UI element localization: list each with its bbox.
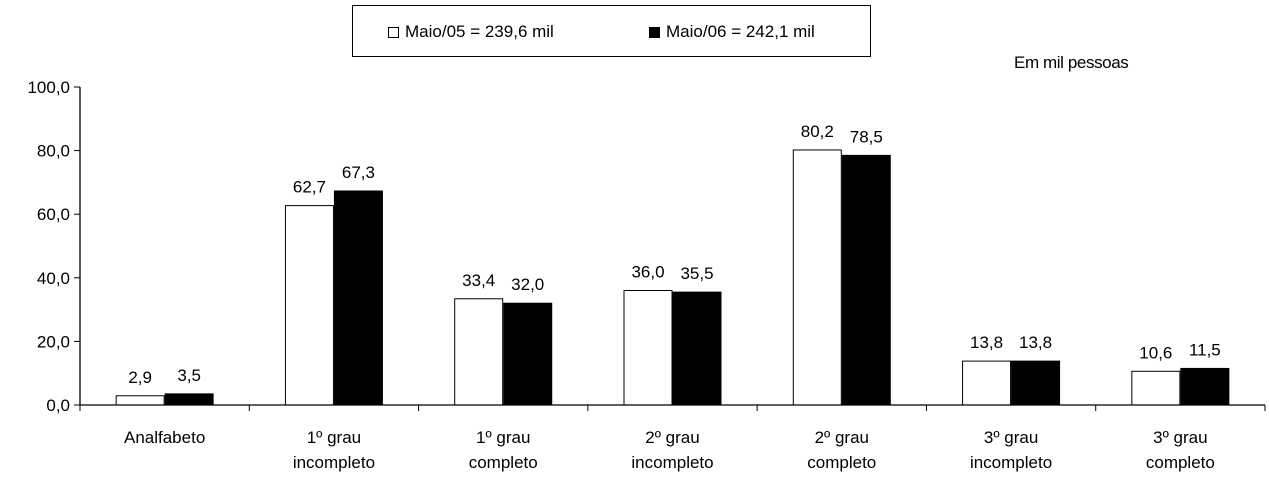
data-label-s1-c0: 3,5: [177, 366, 201, 385]
bar-s0-c0: [115, 395, 165, 406]
x-tick-label-c3-l1: incompleto: [631, 453, 713, 472]
x-tick-label-c5-l0: 3º grau: [984, 428, 1038, 447]
x-tick-label-c4-l0: 2º grau: [815, 428, 869, 447]
y-tick-label-0: 0,0: [46, 396, 70, 415]
bar-s1-c0: [164, 393, 214, 406]
bar-s1-c4: [841, 154, 891, 406]
legend-item-maio-05: Maio/05 = 239,6 mil: [388, 22, 554, 42]
legend-item-maio-06: Maio/06 = 242,1 mil: [649, 22, 815, 42]
data-label-s1-c2: 32,0: [511, 275, 544, 294]
x-tick-label-c4-l1: completo: [807, 453, 876, 472]
data-label-s0-c6: 10,6: [1139, 343, 1172, 362]
data-label-s0-c3: 36,0: [631, 263, 664, 282]
data-label-s0-c4: 80,2: [801, 122, 834, 141]
y-tick-label-4: 80,0: [37, 142, 70, 161]
x-tick-label-c1-l1: incompleto: [293, 453, 375, 472]
data-label-s1-c3: 35,5: [680, 264, 713, 283]
bar-s1-c5: [1011, 360, 1061, 406]
data-label-s1-c5: 13,8: [1019, 333, 1052, 352]
data-label-s1-c4: 78,5: [850, 127, 883, 146]
legend-swatch-maio-06: [649, 26, 660, 38]
x-tick-label-c2-l0: 1º grau: [476, 428, 530, 447]
x-tick-label-c5-l1: incompleto: [970, 453, 1052, 472]
legend: Maio/05 = 239,6 mil Maio/06 = 242,1 mil: [352, 5, 871, 57]
bar-s0-c2: [454, 298, 504, 406]
data-label-s0-c5: 13,8: [970, 333, 1003, 352]
bar-s0-c6: [1131, 370, 1181, 406]
y-tick-label-5: 100,0: [27, 78, 70, 97]
y-tick-label-3: 60,0: [37, 205, 70, 224]
data-label-s0-c2: 33,4: [462, 271, 495, 290]
x-tick-label-c3-l0: 2º grau: [645, 428, 699, 447]
y-tick-label-1: 20,0: [37, 332, 70, 351]
legend-label-maio-05: Maio/05 = 239,6 mil: [405, 22, 554, 41]
x-tick-label-c1-l0: 1º grau: [307, 428, 361, 447]
x-tick-label-c0-l0: Analfabeto: [124, 428, 205, 447]
x-tick-label-c6-l1: completo: [1146, 453, 1215, 472]
unit-label: Em mil pessoas: [1014, 53, 1129, 72]
legend-swatch-maio-05: [388, 26, 399, 38]
bar-s1-c6: [1180, 367, 1230, 406]
bar-s1-c1: [333, 190, 383, 406]
data-label-s0-c1: 62,7: [293, 178, 326, 197]
bar-s0-c5: [962, 360, 1012, 406]
legend-label-maio-06: Maio/06 = 242,1 mil: [666, 22, 815, 41]
x-tick-label-c2-l1: completo: [469, 453, 538, 472]
bar-s0-c3: [623, 290, 673, 406]
bar-s0-c4: [792, 149, 842, 406]
y-tick-label-2: 40,0: [37, 269, 70, 288]
x-tick-label-c6-l0: 3º grau: [1153, 428, 1207, 447]
data-label-s1-c1: 67,3: [342, 163, 375, 182]
data-label-s0-c0: 2,9: [128, 368, 152, 387]
bar-s1-c2: [503, 302, 553, 406]
bar-s0-c1: [284, 205, 334, 406]
bar-s1-c3: [672, 291, 722, 406]
data-label-s1-c6: 11,5: [1189, 340, 1221, 359]
